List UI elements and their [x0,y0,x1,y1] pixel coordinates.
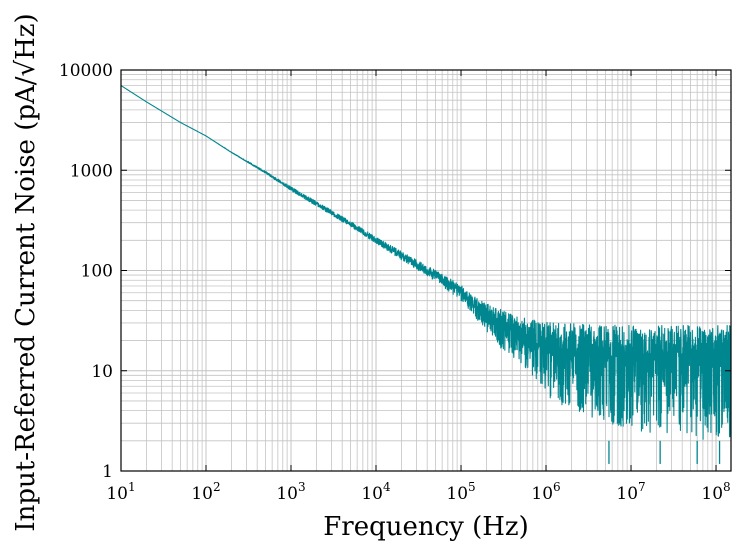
y-tick-label: 10000 [59,61,113,81]
x-tick-exponent: 7 [638,480,646,494]
y-tick-label: 100 [81,262,113,282]
x-tick-label: 103 [276,480,305,504]
x-tick-base: 10 [701,484,723,504]
x-tick-base: 10 [616,484,638,504]
x-tick-label: 105 [446,480,475,504]
x-tick-label: 102 [191,480,220,504]
x-tick-base: 10 [446,484,468,504]
x-tick-exponent: 4 [383,480,391,494]
x-tick-exponent: 8 [723,480,731,494]
x-tick-base: 10 [276,484,298,504]
x-tick-label: 104 [361,480,391,504]
x-tick-exponent: 2 [213,480,221,494]
x-tick-exponent: 3 [298,480,306,494]
x-tick-label: 106 [531,480,560,504]
y-tick-label: 1000 [70,161,113,181]
x-tick-base: 10 [191,484,213,504]
x-axis-title: Frequency (Hz) [323,512,529,542]
x-tick-label: 108 [701,480,730,504]
x-tick-base: 10 [106,484,128,504]
x-tick-base: 10 [361,484,383,504]
x-tick-exponent: 5 [468,480,476,494]
y-tick-label: 10 [91,362,113,382]
x-tick-base: 10 [531,484,553,504]
y-axis-title: Input-Referred Current Noise (pA/√Hz) [11,13,41,531]
x-tick-exponent: 6 [553,480,561,494]
noise-trace [120,85,732,440]
x-tick-label: 107 [616,480,645,504]
grid [120,69,731,472]
x-tick-label: 101 [106,480,135,504]
series-layer [120,85,732,464]
y-tick-label: 1 [102,462,113,482]
x-tick-exponent: 1 [128,480,136,494]
